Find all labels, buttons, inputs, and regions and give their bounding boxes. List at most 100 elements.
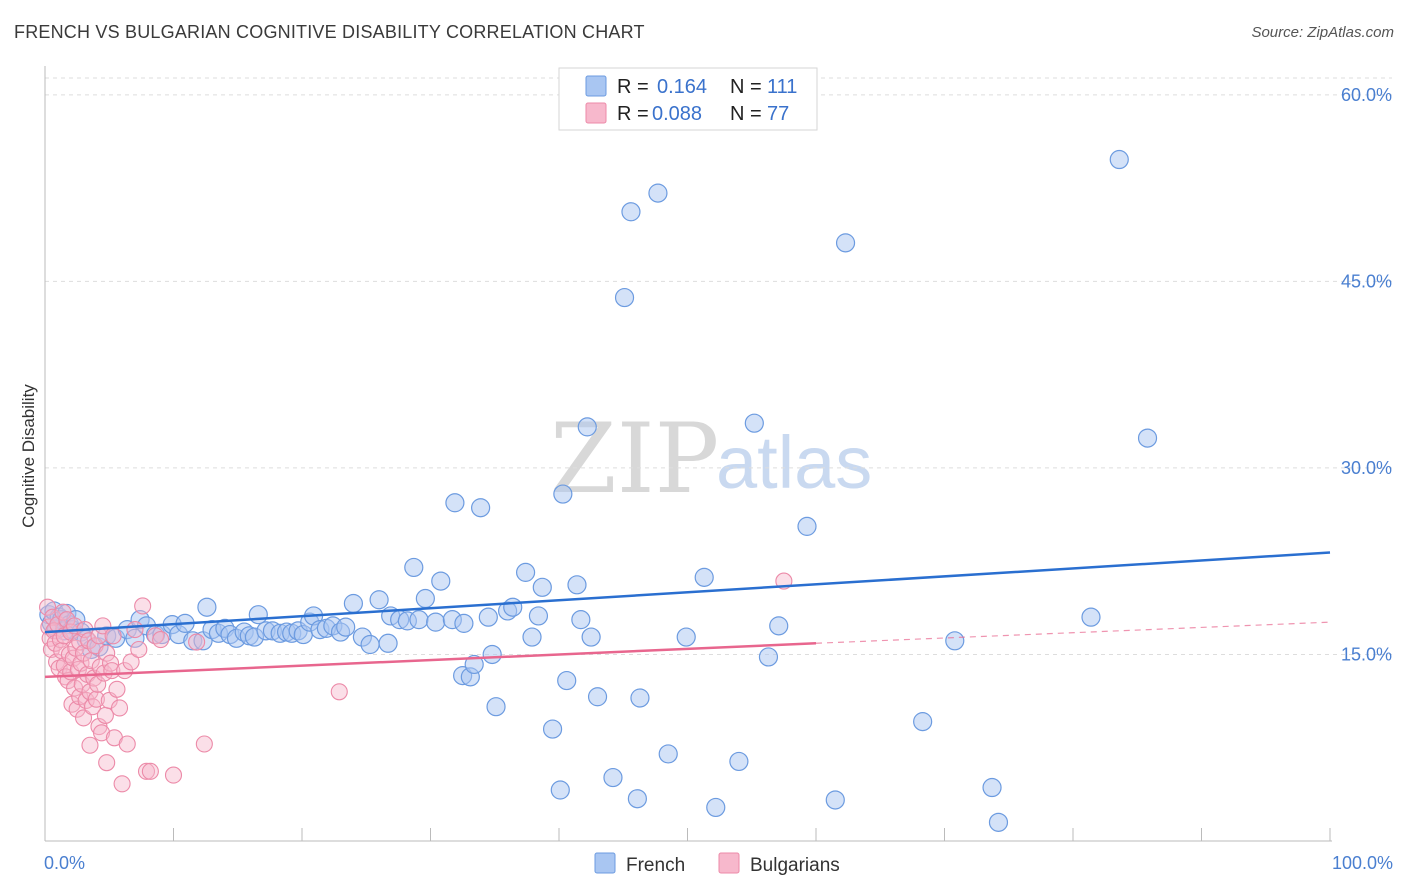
trend-lines	[44, 551, 1331, 679]
bottom-swatch-french	[594, 852, 616, 874]
french-point-55	[369, 590, 389, 610]
legend-swatch-bulgarians	[585, 102, 607, 124]
bulgarian-point-75	[195, 735, 213, 753]
watermark-atlas: atlas	[716, 421, 872, 504]
legend-swatch-french	[585, 75, 607, 97]
french-point-51	[336, 617, 356, 637]
bulgarian-trend-line	[44, 642, 817, 679]
french-point-100	[729, 751, 749, 772]
french-point-93	[627, 789, 647, 809]
french-point-86	[571, 610, 591, 630]
french-trend-line	[44, 551, 1331, 634]
y-axis-label: Cognitive Disability	[19, 384, 38, 528]
gridlines	[45, 77, 1392, 655]
french-point-71	[471, 498, 491, 518]
french-point-18	[125, 628, 145, 648]
french-point-112	[1109, 149, 1129, 170]
y-tick-label-2: 45.0%	[1341, 271, 1392, 291]
bulgarian-point-0	[39, 598, 57, 616]
legend-r-value-bulgarians: 0.088	[652, 103, 702, 125]
french-point-63	[426, 612, 446, 632]
french-point-101	[744, 413, 764, 433]
french-point-89	[587, 687, 608, 707]
y-tick-label-3: 60.0%	[1341, 85, 1392, 105]
y-tick-label-0: 15.0%	[1341, 644, 1392, 664]
bulgarian-point-64	[118, 735, 136, 753]
french-point-108	[945, 631, 965, 651]
french-point-102	[758, 647, 779, 667]
french-point-81	[542, 719, 563, 739]
french-point-84	[557, 670, 577, 691]
french-point-69	[454, 613, 474, 633]
french-point-99	[706, 797, 726, 818]
bulgarian-point-60	[108, 680, 126, 698]
bulgarian-point-62	[113, 775, 131, 793]
legend-r-value-french: 0.164	[657, 76, 707, 98]
french-point-70	[464, 654, 484, 675]
french-point-96	[658, 744, 678, 764]
french-point-105	[825, 790, 845, 810]
french-point-94	[630, 688, 650, 708]
french-point-66	[445, 493, 465, 513]
legend-r-label-french: R =	[617, 76, 649, 98]
bulgarian-trend-extension	[815, 621, 1331, 644]
french-point-91	[614, 287, 635, 308]
bulgarian-point-72	[152, 630, 170, 649]
bulgarian-point-54	[98, 754, 116, 772]
french-point-37	[248, 605, 268, 625]
french-point-80	[532, 577, 552, 597]
bottom-swatch-bulgarians	[718, 852, 740, 874]
bulgarian-point-52	[96, 706, 114, 724]
bulgarian-point-69	[137, 762, 156, 780]
bulgarian-point-44	[87, 690, 105, 708]
french-point-90	[603, 767, 623, 788]
french-point-106	[835, 233, 856, 253]
french-point-79	[528, 606, 549, 626]
source-label: Source: ZipAtlas.com	[1251, 24, 1394, 41]
legend-n-value-french: 111	[767, 76, 797, 98]
y-tick-label-1: 30.0%	[1341, 458, 1392, 478]
y-tick-labels: 15.0% 30.0% 45.0% 60.0%	[1341, 85, 1392, 665]
french-point-88	[581, 627, 601, 647]
french-point-78	[522, 627, 542, 647]
axes	[44, 66, 1332, 842]
french-point-72	[478, 607, 498, 627]
bulgarian-point-76	[330, 683, 348, 701]
french-point-64	[431, 571, 451, 591]
french-point-61	[404, 557, 424, 578]
french-point-87	[577, 417, 597, 437]
bulgarian-point-53	[98, 644, 116, 662]
bottom-legend-bulgarians: Bulgarians	[750, 855, 840, 876]
french-point-113	[1137, 428, 1158, 448]
bulgarian-point-66	[126, 621, 144, 639]
french-point-110	[988, 812, 1009, 832]
x-tick-label-min: 0.0%	[44, 853, 85, 873]
french-point-107	[913, 712, 933, 732]
bottom-legend-french: French	[626, 855, 685, 876]
french-point-73	[482, 644, 502, 665]
french-point-104	[797, 516, 817, 536]
watermark-zip: ZIP	[550, 403, 719, 515]
french-point-111	[1081, 607, 1101, 627]
french-point-77	[515, 562, 536, 582]
legend-r-label-bulgarians: R =	[617, 103, 649, 125]
bulgarian-point-49	[92, 724, 111, 742]
bulgarian-point-67	[130, 640, 148, 659]
bulgarian-point-73	[164, 766, 183, 784]
bulgarian-point-61	[110, 699, 129, 717]
legend-n-value-bulgarians: 77	[767, 103, 789, 125]
french-point-28	[197, 597, 217, 617]
french-point-85	[567, 575, 587, 595]
x-tick-labels: 0.0% 100.0%	[44, 853, 1393, 873]
french-point-62	[415, 588, 435, 609]
french-point-74	[486, 697, 506, 717]
french-point-95	[648, 183, 668, 203]
french-point-92	[621, 202, 641, 222]
chart-title: FRENCH VS BULGARIAN COGNITIVE DISABILITY…	[14, 22, 645, 42]
french-point-60	[409, 610, 429, 630]
bulgarian-point-68	[134, 597, 152, 615]
french-point-52	[343, 593, 363, 614]
bulgarian-points	[39, 572, 793, 793]
french-point-83	[553, 484, 573, 504]
bulgarian-point-70	[141, 762, 159, 780]
